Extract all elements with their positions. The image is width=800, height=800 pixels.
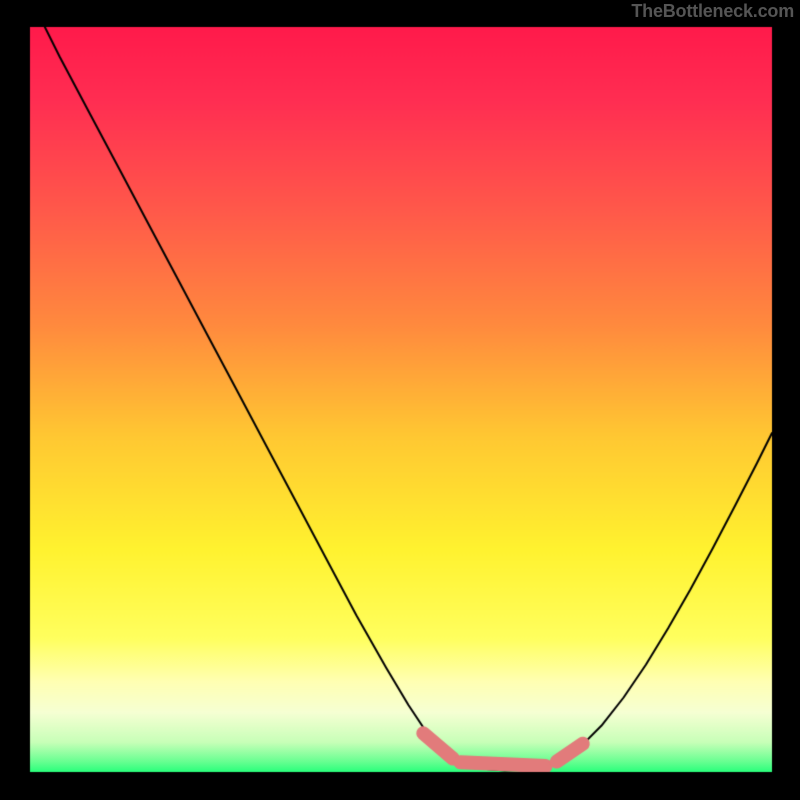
attribution-label: TheBottleneck.com [631, 1, 794, 22]
bottleneck-chart-canvas [0, 0, 800, 800]
